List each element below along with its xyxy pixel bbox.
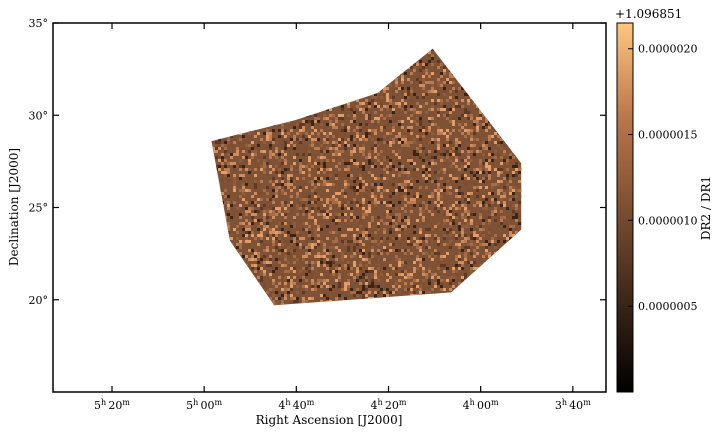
y-axis-ticks: 20° 25° 30° 35° (29, 17, 606, 307)
colorbar-ticks: 0.0000005 0.0000010 0.0000015 0.0000020 (628, 43, 698, 313)
y-tick-label: 25° (29, 202, 49, 215)
x-tick-label: 5h 20m (94, 398, 130, 412)
x-tick-label: 5h 00m (186, 398, 222, 412)
y-tick-label: 35° (29, 17, 49, 30)
colorbar-tick-label: 0.0000015 (638, 129, 698, 142)
colorbar-label: DR2 / DR1 (699, 176, 713, 240)
x-axis-label: Right Ascension [J2000] (256, 413, 403, 427)
colorbar-tick-label: 0.0000005 (638, 300, 698, 313)
x-tick-label: 3h 40m (555, 398, 591, 412)
x-tick-label: 4h 20m (371, 398, 407, 412)
colorbar-tick-label: 0.0000020 (638, 43, 698, 56)
y-tick-label: 20° (29, 294, 49, 307)
x-tick-label: 4h 40m (278, 398, 314, 412)
y-tick-label: 30° (29, 109, 49, 122)
x-axis-ticks: 5h 20m 5h 00m 4h 40m 4h 20m 4h 00m 3h 40m (94, 23, 591, 412)
x-tick-label: 4h 00m (463, 398, 499, 412)
y-axis-label: Declination [J2000] (7, 148, 21, 266)
colorbar-tick-label: 0.0000010 (638, 214, 698, 227)
colorbar-offset-label: +1.096851 (615, 7, 682, 21)
colorbar (616, 22, 634, 393)
